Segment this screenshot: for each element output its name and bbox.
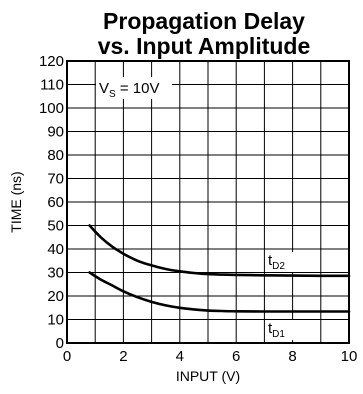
x-tick-label-4: 4	[176, 348, 184, 365]
y-tick-label-110: 110	[40, 77, 64, 94]
condition-annotation: VS = 10V	[96, 77, 172, 100]
x-tick-label-6: 6	[232, 348, 240, 365]
x-tick-label-8: 8	[288, 348, 296, 365]
condition-value: = 10V	[116, 80, 160, 97]
y-tick-label-90: 90	[47, 124, 64, 141]
y-tick-label-20: 20	[47, 288, 64, 305]
condition-symbol: V	[99, 80, 109, 97]
x-tick-label-10: 10	[341, 348, 358, 365]
svg-text:tD1: tD1	[268, 320, 285, 340]
plot-frame	[66, 60, 350, 344]
series-line-tD1	[88, 271, 351, 313]
y-tick-label-0: 0	[56, 335, 64, 352]
svg-text:VS = 10V: VS = 10V	[99, 80, 159, 100]
grid-lines	[67, 61, 349, 343]
y-axis-label: TIME (ns)	[8, 171, 24, 232]
svg-text:tD2: tD2	[268, 252, 285, 272]
y-tick-label-120: 120	[39, 53, 64, 70]
y-tick-label-30: 30	[47, 265, 64, 282]
y-tick-label-100: 100	[39, 100, 64, 117]
x-axis-label: INPUT (V)	[176, 368, 240, 384]
series-lines	[88, 224, 351, 313]
y-tick-label-60: 60	[47, 194, 64, 211]
chart-title-line2: vs. Input Amplitude	[98, 33, 311, 59]
series-label-tD1: tD1	[266, 320, 294, 340]
x-tick-label-0: 0	[63, 348, 71, 365]
condition-subscript: S	[109, 89, 116, 100]
x-tick-label-2: 2	[119, 348, 127, 365]
series-label-tD2: tD2	[266, 252, 294, 272]
series-line-tD2	[88, 224, 351, 278]
y-tick-label-70: 70	[47, 171, 64, 188]
y-tick-label-10: 10	[47, 312, 64, 329]
chart-title-line1: Propagation Delay	[103, 8, 305, 34]
y-tick-label-80: 80	[47, 147, 64, 164]
y-tick-label-40: 40	[47, 241, 64, 258]
y-tick-label-50: 50	[47, 218, 64, 235]
